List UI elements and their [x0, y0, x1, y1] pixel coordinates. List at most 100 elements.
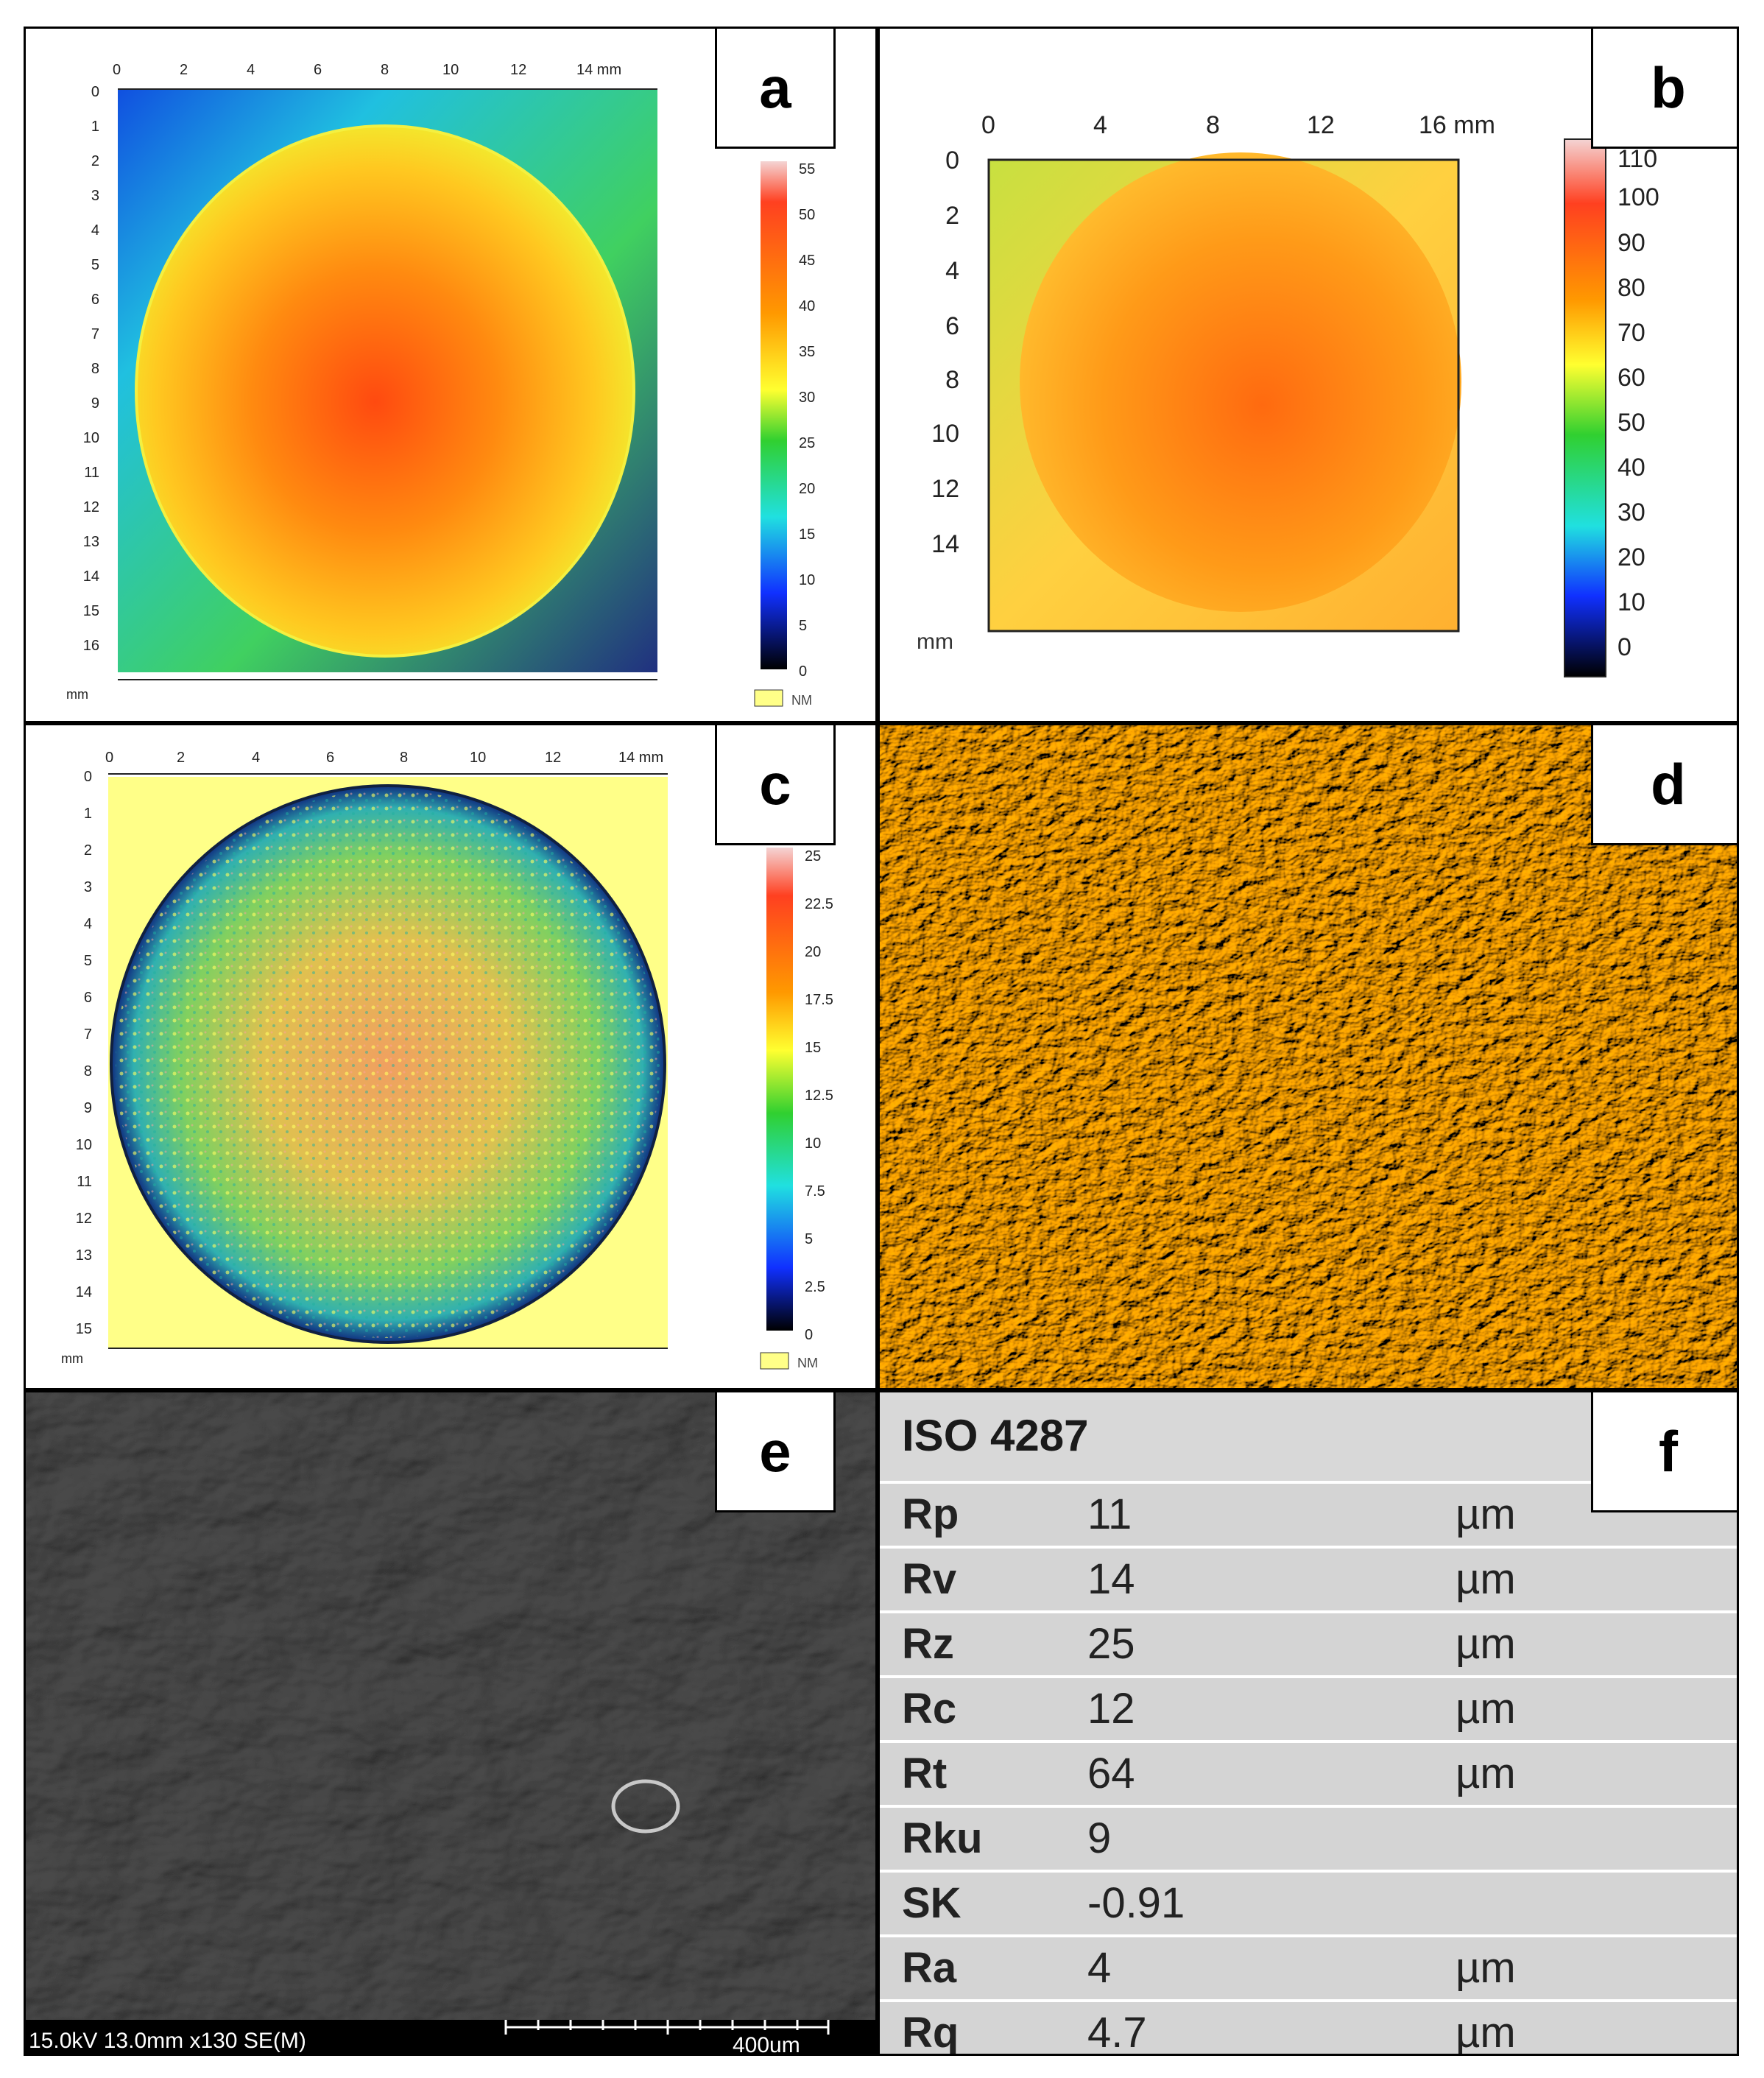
- table-row: Rv 14 µm: [880, 1549, 1737, 1614]
- scale-tick: 25: [805, 848, 821, 864]
- x-tick: 2: [177, 750, 185, 766]
- panel-label-d: d: [1591, 725, 1737, 845]
- x-tick: 12: [1307, 111, 1335, 139]
- y-tick: 2: [91, 153, 99, 169]
- y-tick-labels: 0 1 2 3 4 5 6 7 8 9 10 11 12 13 14 15: [76, 769, 92, 1337]
- scale-tick: 10: [805, 1135, 821, 1152]
- scale-tick-labels: 110 100 90 80 70 60 50 40 30 20 10 0: [1617, 145, 1659, 661]
- particle-feature: [611, 1779, 680, 1834]
- y-tick: 9: [84, 1100, 92, 1116]
- y-tick: 14: [931, 530, 959, 558]
- param-cell: Rp: [902, 1490, 959, 1538]
- panel-b: 0 4 8 12 16 mm 0 2 4 6 8 10 12 14 mm 110…: [878, 27, 1739, 723]
- scale-tick: 45: [799, 253, 815, 269]
- y-tick: 10: [76, 1137, 92, 1153]
- scale-tick: 25: [799, 435, 815, 451]
- y-tick: 6: [84, 990, 92, 1006]
- panel-label-e: e: [715, 1392, 836, 1512]
- x-tick: 0: [981, 111, 995, 139]
- value-cell: 64: [1087, 1750, 1135, 1797]
- scale-label: 400um: [733, 2033, 800, 2056]
- y-tick: 15: [76, 1321, 92, 1337]
- x-tick: 4: [1093, 111, 1107, 139]
- panel-d: d: [878, 723, 1739, 1390]
- x-tick: 16 mm: [1419, 111, 1495, 139]
- panel-label-f: f: [1591, 1392, 1737, 1512]
- y-tick: 14: [76, 1284, 92, 1300]
- speckle-texture: [116, 790, 660, 1338]
- y-tick: 0: [84, 769, 92, 785]
- x-tick: 10: [470, 750, 486, 766]
- param-cell: Ra: [902, 1944, 957, 1992]
- table-row: Rq 4.7 µm: [880, 2002, 1737, 2056]
- roughness-table: ISO 4287 Rp 11 µm Rv 14 µm Rz 25 µm Rc 1…: [880, 1392, 1737, 2054]
- y-tick: 1: [91, 119, 99, 135]
- scale-tick: 10: [1617, 588, 1645, 616]
- scale-tick: 60: [1617, 364, 1645, 392]
- table-row: Rku 9: [880, 1808, 1737, 1873]
- nm-swatch: [760, 1352, 789, 1370]
- scale-tick: 20: [805, 944, 821, 960]
- unit-cell: µm: [1456, 1555, 1516, 1603]
- scale-tick: 70: [1617, 319, 1645, 347]
- y-tick: 7: [91, 326, 99, 342]
- param-cell: Rt: [902, 1750, 948, 1797]
- y-tick: 0: [91, 84, 99, 100]
- scale-tick: 20: [799, 481, 815, 497]
- height-map-b: 0 4 8 12 16 mm 0 2 4 6 8 10 12 14 mm 110…: [917, 111, 1659, 677]
- y-tick: 4: [84, 916, 92, 932]
- scale-tick: 0: [805, 1327, 813, 1343]
- y-tick: 0: [945, 147, 959, 175]
- scale-tick: 55: [799, 161, 815, 177]
- scale-tick: 40: [799, 298, 815, 314]
- scale-tick: 12.5: [805, 1088, 833, 1104]
- y-tick: 3: [91, 188, 99, 204]
- unit-cell: µm: [1456, 1490, 1516, 1538]
- scale-tick: 2.5: [805, 1279, 825, 1295]
- panel-label-c: c: [715, 725, 836, 845]
- table-row: Rz 25 µm: [880, 1613, 1737, 1679]
- scale-tick: 30: [799, 390, 815, 406]
- y-tick: 13: [76, 1247, 92, 1264]
- y-tick: 12: [83, 499, 99, 515]
- scale-tick: 30: [1617, 499, 1645, 526]
- y-tick: 9: [91, 395, 99, 412]
- x-tick: 10: [442, 62, 459, 78]
- y-tick: 3: [84, 879, 92, 895]
- param-cell: Rz: [902, 1620, 954, 1668]
- scale-tick: 15: [805, 1040, 821, 1056]
- x-tick: 8: [381, 62, 389, 78]
- table-row: Rc 12 µm: [880, 1678, 1737, 1744]
- y-tick: 8: [84, 1063, 92, 1079]
- x-tick: 8: [400, 750, 408, 766]
- scale-tick: 100: [1617, 183, 1659, 211]
- param-cell: Rc: [902, 1685, 957, 1733]
- y-tick: 4: [945, 257, 959, 285]
- scale-tick: 7.5: [805, 1183, 825, 1200]
- y-tick: 13: [83, 534, 99, 550]
- value-cell: 25: [1087, 1620, 1135, 1668]
- unit-label: mm: [917, 630, 953, 654]
- circular-sample: [1020, 152, 1461, 612]
- y-tick: 5: [84, 953, 92, 969]
- x-tick-labels: 0 2 4 6 8 10 12 14 mm: [105, 750, 663, 766]
- nm-label: NM: [791, 693, 812, 708]
- x-tick: 6: [314, 62, 322, 78]
- y-tick: 1: [84, 806, 92, 822]
- scale-tick: 35: [799, 344, 815, 360]
- value-cell: 9: [1087, 1814, 1112, 1862]
- y-tick: 12: [76, 1211, 92, 1227]
- scale-tick: 22.5: [805, 896, 833, 912]
- sem-info: 15.0kV 13.0mm x130 SE(M): [29, 2029, 306, 2053]
- y-tick: 4: [91, 222, 99, 239]
- value-cell: 4: [1087, 1944, 1112, 1992]
- color-scale-bar: [761, 161, 787, 669]
- sem-info-bar: [26, 2020, 875, 2054]
- panel-c: 0 2 4 6 8 10 12 14 mm 0 1 2 3 4 5 6 7 8 …: [24, 723, 878, 1390]
- param-cell: SK: [902, 1879, 962, 1927]
- scale-tick: 5: [805, 1231, 813, 1247]
- y-tick-labels: 0 1 2 3 4 5 6 7 8 9 10 11 12 13 14 15 16: [83, 84, 99, 654]
- scale-tick-labels: 55 50 45 40 35 30 25 20 15 10 5 0: [799, 161, 815, 680]
- value-cell: 11: [1087, 1490, 1132, 1538]
- value-cell: 4.7: [1087, 2009, 1147, 2056]
